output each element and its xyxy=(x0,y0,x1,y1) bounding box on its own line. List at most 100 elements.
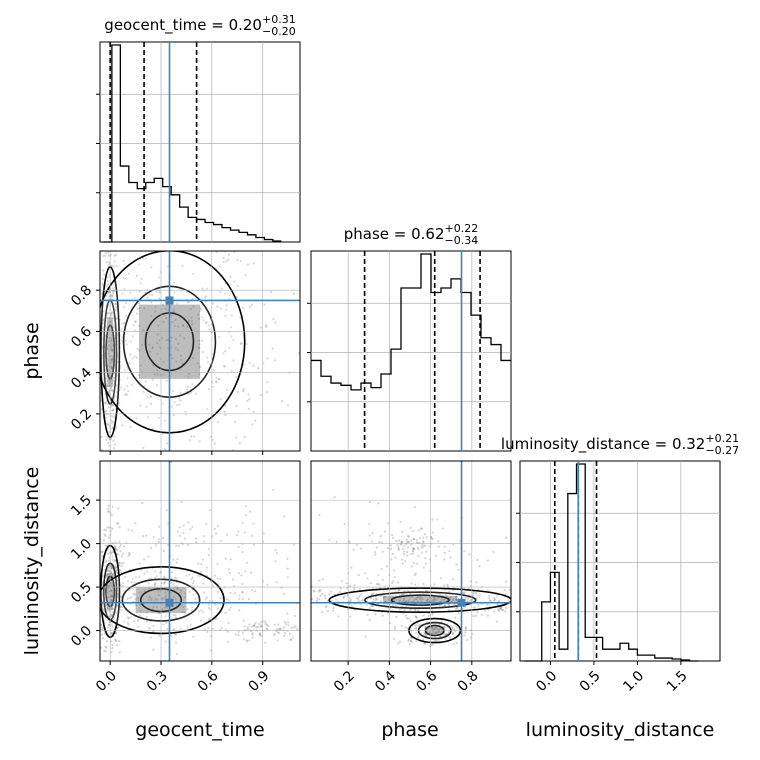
sample-point xyxy=(201,196,203,198)
sample-point xyxy=(421,546,424,549)
sample-point xyxy=(400,530,404,534)
sample-point xyxy=(250,633,254,636)
sample-point xyxy=(108,584,111,587)
sample-point xyxy=(55,371,57,373)
sample-point xyxy=(197,610,201,613)
sample-point xyxy=(287,572,289,574)
sample-point xyxy=(411,641,414,644)
sample-point xyxy=(172,558,175,561)
sample-point xyxy=(224,557,227,560)
sample-point xyxy=(215,251,218,254)
sample-point xyxy=(422,536,425,539)
sample-point xyxy=(110,608,113,611)
sample-point xyxy=(447,603,451,606)
sample-point xyxy=(423,533,427,536)
sample-point xyxy=(422,614,425,617)
sample-point xyxy=(276,639,279,642)
sample-point xyxy=(219,539,222,543)
sample-point xyxy=(82,443,84,445)
x-tick-label: 0.6 xyxy=(413,668,440,695)
sample-point xyxy=(392,536,395,540)
sample-point xyxy=(116,644,119,647)
sample-point xyxy=(185,291,188,294)
sample-point xyxy=(392,569,396,572)
sample-point xyxy=(110,359,113,362)
sample-point xyxy=(225,533,229,536)
sample-point xyxy=(139,614,142,617)
sample-point xyxy=(325,604,328,607)
sample-point xyxy=(277,631,280,635)
sample-point xyxy=(115,547,118,550)
sample-point xyxy=(156,352,159,355)
y-tick-label: 0.4 xyxy=(68,365,95,392)
sample-point xyxy=(455,626,459,630)
sample-point xyxy=(243,435,246,438)
sample-point xyxy=(258,622,261,625)
sample-point xyxy=(317,590,320,593)
sample-point xyxy=(152,536,155,539)
sample-point xyxy=(241,598,244,601)
sample-point xyxy=(149,636,152,639)
sample-point xyxy=(105,559,108,562)
sample-point xyxy=(405,551,409,554)
sample-point xyxy=(107,321,110,324)
sample-point xyxy=(103,456,105,458)
sample-point xyxy=(332,607,335,610)
sample-point xyxy=(187,319,190,322)
sample-point xyxy=(390,534,394,537)
sample-point xyxy=(486,614,490,617)
sample-point xyxy=(191,383,194,386)
sample-point xyxy=(237,630,240,633)
sample-point xyxy=(434,631,437,635)
sample-point xyxy=(105,438,108,442)
sample-point xyxy=(416,562,419,565)
sample-point xyxy=(110,366,113,369)
sample-point xyxy=(183,611,186,614)
sample-point xyxy=(190,577,193,581)
sample-point xyxy=(192,221,194,223)
sample-point xyxy=(107,297,111,300)
sample-point xyxy=(183,596,186,599)
sample-point xyxy=(110,382,114,385)
sample-point xyxy=(274,549,277,552)
sample-point xyxy=(139,282,142,285)
sample-point xyxy=(127,551,131,555)
sample-point xyxy=(83,354,85,356)
sample-point xyxy=(232,338,235,342)
sample-point xyxy=(177,544,181,547)
sample-point xyxy=(61,316,63,318)
sample-point xyxy=(357,596,360,599)
sample-point xyxy=(364,635,367,638)
sample-point xyxy=(333,495,336,499)
sample-point xyxy=(433,597,436,601)
sample-point xyxy=(113,559,116,562)
sample-point xyxy=(264,464,266,466)
sample-point xyxy=(216,524,220,528)
sample-point xyxy=(246,640,249,643)
sample-point xyxy=(53,381,55,383)
x-tick-label: 0.6 xyxy=(195,668,222,695)
sample-point xyxy=(233,592,237,595)
sample-point xyxy=(319,589,322,592)
sample-point xyxy=(207,548,210,551)
sample-point xyxy=(433,631,437,634)
sample-point xyxy=(207,618,210,621)
sample-point xyxy=(213,527,216,531)
sample-point xyxy=(133,296,136,299)
sample-point xyxy=(179,354,182,357)
sample-point xyxy=(266,628,269,631)
sample-point xyxy=(193,435,196,438)
sample-point xyxy=(170,353,173,356)
sample-point xyxy=(352,548,355,551)
sample-point xyxy=(408,609,411,612)
sample-point xyxy=(233,251,236,254)
sample-point xyxy=(154,581,157,585)
sample-point xyxy=(201,558,204,561)
x-axis-label-luminosity_distance: luminosity_distance xyxy=(526,719,715,741)
sample-point xyxy=(449,595,452,599)
sample-point xyxy=(108,349,111,352)
sample-point xyxy=(121,336,124,339)
sample-point xyxy=(410,637,413,640)
sample-point xyxy=(189,624,192,627)
sample-point xyxy=(138,290,141,293)
